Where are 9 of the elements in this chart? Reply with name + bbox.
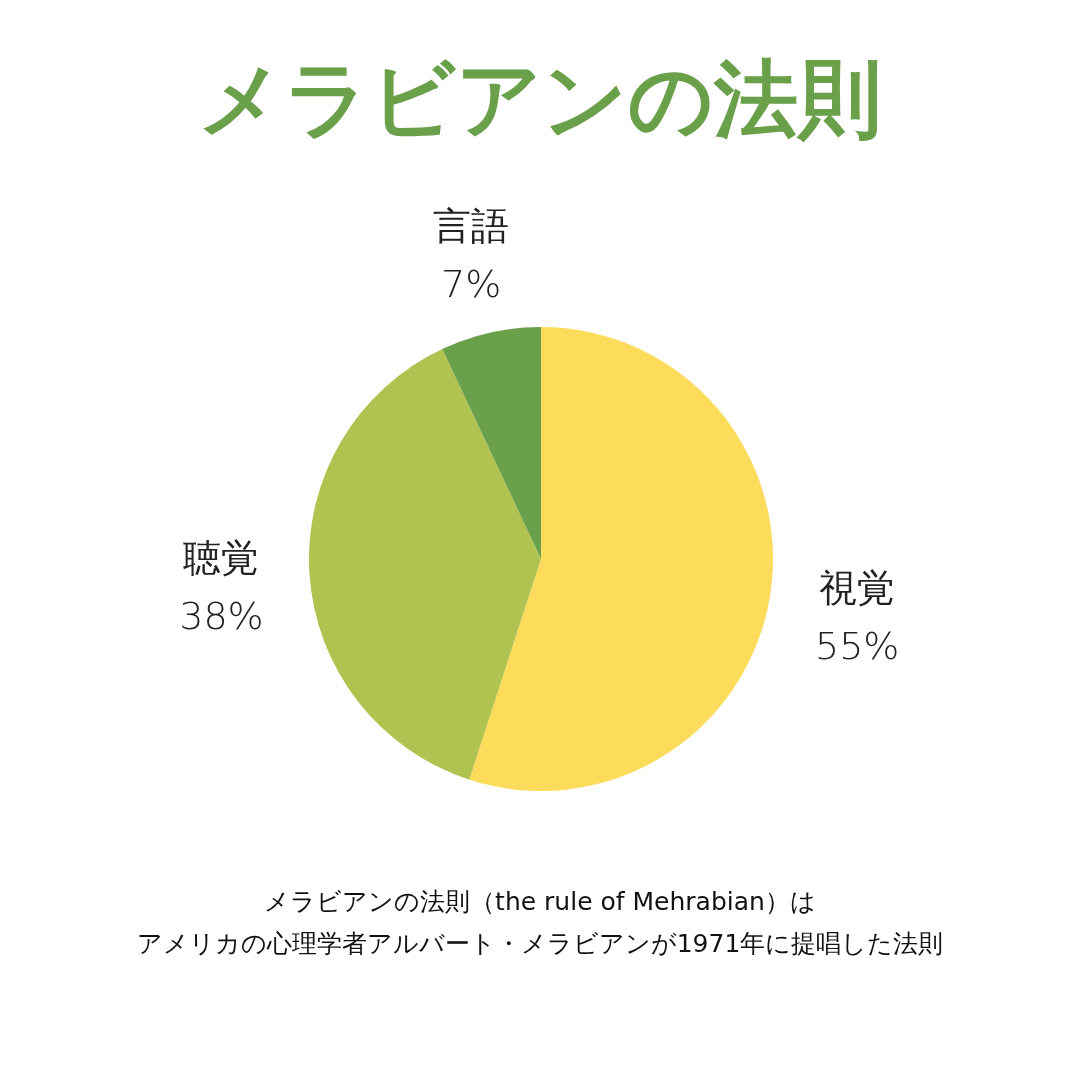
slice-label: 聴覚	[183, 536, 260, 581]
text: メラビアンの法則（the rule of Mehrabian）は	[264, 887, 816, 916]
slice-label: 視覚	[819, 566, 896, 611]
data-label: 55%	[814, 624, 900, 669]
data-label: 38%	[179, 594, 264, 639]
text: アメリカの心理学者アルバート・メラビアンが1971年に提唱した法則	[136, 929, 944, 958]
slice-label: 言語	[433, 203, 510, 248]
data-label: 7%	[441, 261, 502, 306]
chart-title: メラビアンの法則	[198, 50, 882, 148]
